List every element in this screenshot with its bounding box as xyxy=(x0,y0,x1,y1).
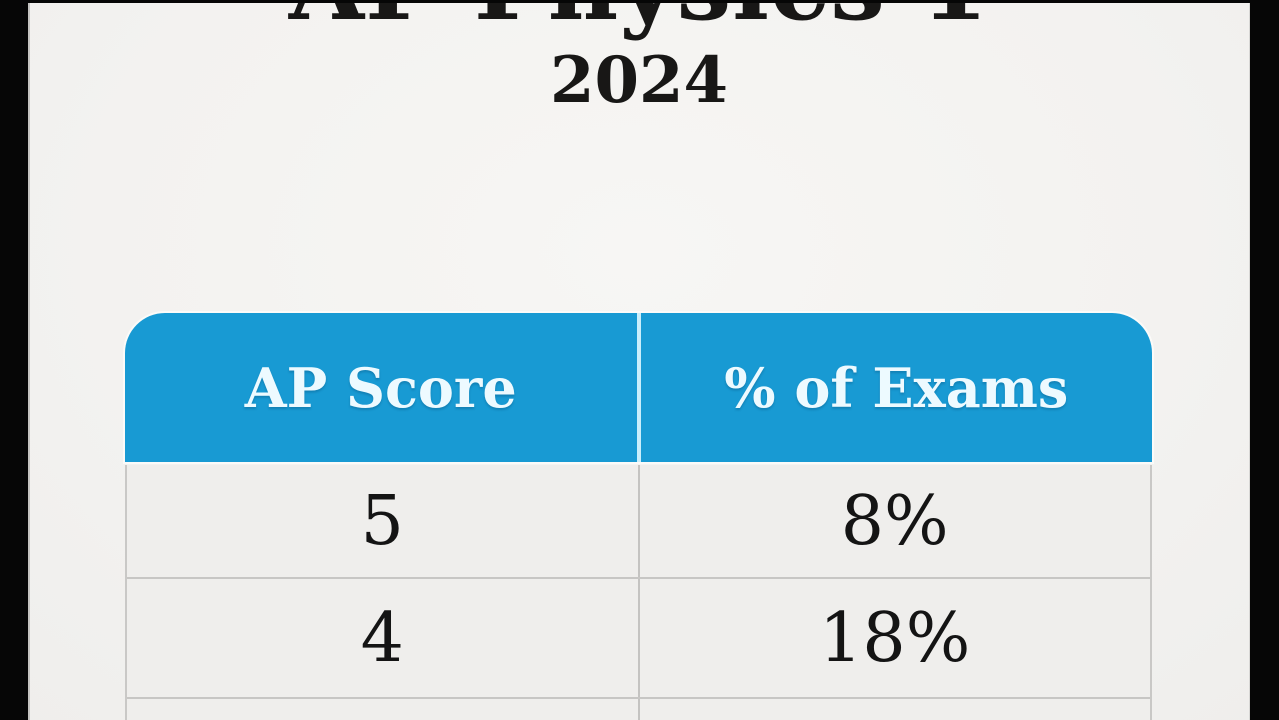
header-column-divider xyxy=(636,313,641,462)
column-header-ap-score: AP Score xyxy=(244,355,517,420)
table-row: 4 18% xyxy=(127,577,1150,697)
page-title: AP Physics 1 xyxy=(28,0,1250,34)
frame-bar-left xyxy=(0,0,28,720)
cell-score: 4 xyxy=(360,598,404,678)
body-column-divider xyxy=(637,699,640,720)
frame-bar-top xyxy=(0,0,1279,3)
table-body: 5 8% 4 18% xyxy=(125,465,1152,720)
table-header-row: AP Score % of Exams xyxy=(125,313,1152,462)
body-column-divider xyxy=(637,465,640,577)
body-column-divider xyxy=(637,579,640,697)
frame-bar-right xyxy=(1250,0,1279,720)
table-row-partial xyxy=(127,697,1150,720)
table-row: 5 8% xyxy=(127,465,1150,577)
score-distribution-table: AP Score % of Exams 5 8% 4 18% xyxy=(125,313,1152,720)
cell-score: 5 xyxy=(360,481,404,561)
cell-percent: 18% xyxy=(819,598,971,678)
column-header-percent-of-exams: % of Exams xyxy=(724,355,1069,420)
page-subtitle-year: 2024 xyxy=(549,43,729,118)
cell-percent: 8% xyxy=(840,481,949,561)
